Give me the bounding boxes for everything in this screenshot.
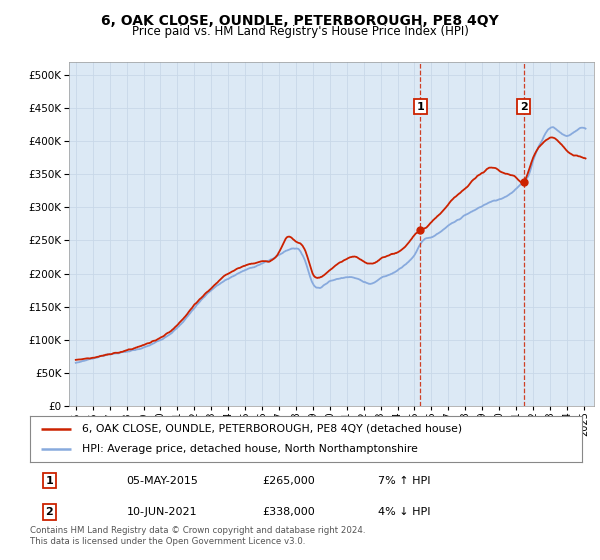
Text: 05-MAY-2015: 05-MAY-2015 <box>127 475 199 486</box>
Point <box>519 178 529 186</box>
Text: 7% ↑ HPI: 7% ↑ HPI <box>378 475 430 486</box>
Text: 6, OAK CLOSE, OUNDLE, PETERBOROUGH, PE8 4QY: 6, OAK CLOSE, OUNDLE, PETERBOROUGH, PE8 … <box>101 14 499 28</box>
Text: 10-JUN-2021: 10-JUN-2021 <box>127 507 197 517</box>
Text: 6, OAK CLOSE, OUNDLE, PETERBOROUGH, PE8 4QY (detached house): 6, OAK CLOSE, OUNDLE, PETERBOROUGH, PE8 … <box>82 424 463 434</box>
Text: 2: 2 <box>46 507 53 517</box>
Point <box>416 226 425 235</box>
Text: 1: 1 <box>46 475 53 486</box>
Text: Contains HM Land Registry data © Crown copyright and database right 2024.
This d: Contains HM Land Registry data © Crown c… <box>30 526 365 546</box>
Text: £265,000: £265,000 <box>262 475 314 486</box>
Text: 2: 2 <box>520 101 527 111</box>
Text: 1: 1 <box>416 101 424 111</box>
Text: HPI: Average price, detached house, North Northamptonshire: HPI: Average price, detached house, Nort… <box>82 444 418 454</box>
Text: 4% ↓ HPI: 4% ↓ HPI <box>378 507 430 517</box>
Text: Price paid vs. HM Land Registry's House Price Index (HPI): Price paid vs. HM Land Registry's House … <box>131 25 469 38</box>
Text: £338,000: £338,000 <box>262 507 314 517</box>
